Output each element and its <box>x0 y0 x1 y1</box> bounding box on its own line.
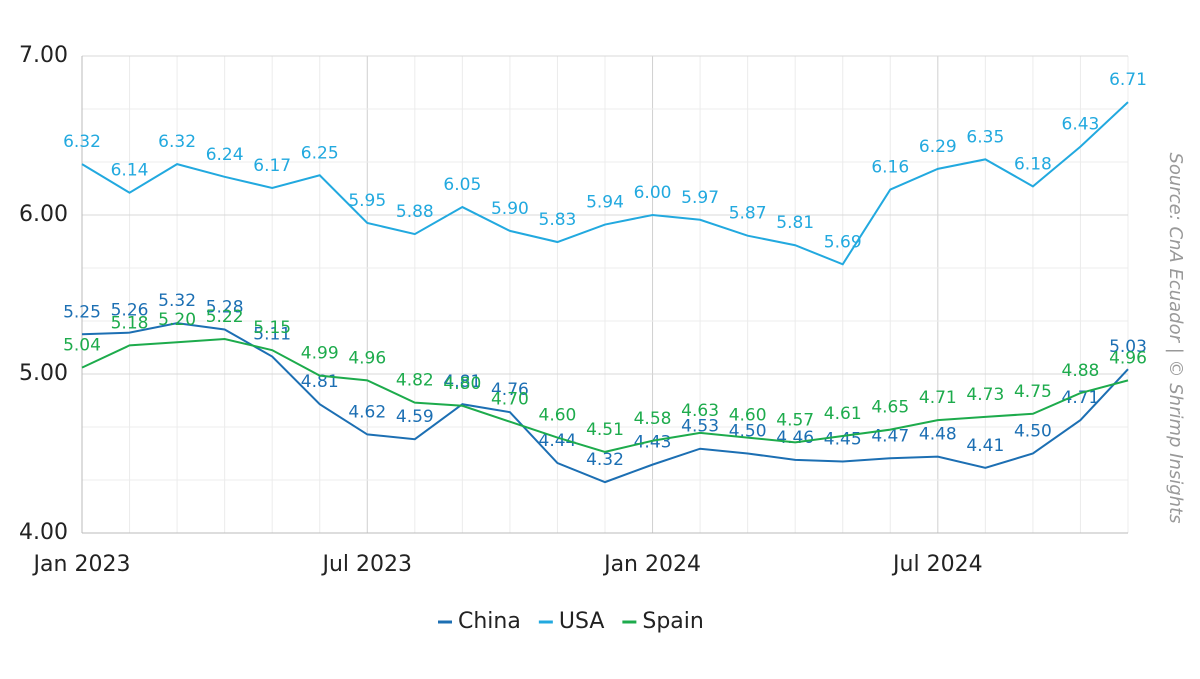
data-label: 6.29 <box>919 137 957 157</box>
data-label: 4.50 <box>1014 422 1052 442</box>
data-label: 5.26 <box>111 301 149 321</box>
x-tick-label: Jan 2023 <box>32 552 131 577</box>
data-label: 5.32 <box>158 291 196 311</box>
data-label: 5.18 <box>111 313 149 333</box>
data-label: 4.75 <box>1014 382 1052 402</box>
x-tick-label: Jul 2024 <box>891 552 983 577</box>
data-label: 6.35 <box>966 127 1004 147</box>
data-label: 6.00 <box>634 183 672 203</box>
data-label: 4.45 <box>824 429 862 449</box>
data-label: 4.81 <box>443 372 481 392</box>
legend-label: China <box>458 609 521 634</box>
data-label: 6.32 <box>63 132 101 152</box>
data-label: 5.90 <box>491 199 529 219</box>
data-label: 5.03 <box>1109 337 1147 357</box>
x-tick-label: Jul 2023 <box>321 552 413 577</box>
data-label: 4.60 <box>729 406 767 426</box>
x-tick-label: Jan 2024 <box>602 552 701 577</box>
data-label: 4.41 <box>966 436 1004 456</box>
data-label: 6.71 <box>1109 70 1147 90</box>
data-label: 4.43 <box>634 433 672 453</box>
source-note: Source: CnA Ecuador | © Shrimp Insights <box>1165 152 1186 523</box>
data-label: 6.17 <box>253 156 291 176</box>
data-label: 5.97 <box>681 188 719 208</box>
data-label: 6.18 <box>1014 154 1052 174</box>
data-label: 5.25 <box>63 302 101 322</box>
data-label: 5.22 <box>206 307 244 327</box>
data-label: 5.11 <box>253 325 291 345</box>
data-label: 5.20 <box>158 310 196 330</box>
data-label: 4.65 <box>871 398 909 418</box>
data-label: 4.88 <box>1062 361 1100 381</box>
data-label: 6.24 <box>206 145 244 165</box>
data-label: 5.94 <box>586 193 624 213</box>
data-label: 5.95 <box>348 191 386 211</box>
data-label: 4.71 <box>1062 388 1100 408</box>
data-label: 4.44 <box>539 431 577 451</box>
data-label: 4.61 <box>824 404 862 424</box>
data-label: 4.51 <box>586 420 624 440</box>
data-label: 4.96 <box>1109 348 1147 368</box>
data-label: 4.73 <box>966 385 1004 405</box>
data-label: 5.15 <box>253 318 291 338</box>
data-label: 4.71 <box>919 388 957 408</box>
data-label: 4.62 <box>348 402 386 422</box>
data-label: 4.58 <box>634 409 672 429</box>
data-label: 6.14 <box>111 161 149 181</box>
data-label: 4.57 <box>776 410 814 430</box>
data-label: 6.05 <box>443 175 481 195</box>
y-tick-label: 7.00 <box>19 43 68 68</box>
data-label: 6.25 <box>301 143 339 163</box>
data-label: 4.48 <box>919 425 957 445</box>
data-label: 4.70 <box>491 390 529 410</box>
y-tick-label: 4.00 <box>19 520 68 545</box>
legend-label: USA <box>559 609 605 634</box>
data-label: 5.69 <box>824 232 862 252</box>
data-label: 4.99 <box>301 344 339 364</box>
data-label: 4.82 <box>396 371 434 391</box>
grid <box>81 55 1129 534</box>
data-label: 5.04 <box>63 336 101 356</box>
data-label: 4.76 <box>491 380 529 400</box>
series-line <box>81 322 1129 484</box>
y-tick-label: 5.00 <box>19 361 68 386</box>
data-label: 5.87 <box>729 204 767 224</box>
data-label: 4.60 <box>539 406 577 426</box>
data-label: 6.43 <box>1062 115 1100 135</box>
legend-label: Spain <box>642 609 703 634</box>
legend: China USA Spain <box>438 609 704 634</box>
data-label: 6.32 <box>158 132 196 152</box>
data-label: 5.88 <box>396 202 434 222</box>
data-label: 4.80 <box>443 374 481 394</box>
y-tick-label: 6.00 <box>19 202 68 227</box>
series-line <box>81 338 1129 453</box>
data-label: 4.96 <box>348 348 386 368</box>
data-label: 5.28 <box>206 297 244 317</box>
series-line <box>81 101 1129 266</box>
data-label: 5.81 <box>776 213 814 233</box>
data-label: 5.83 <box>539 210 577 230</box>
data-label: 4.46 <box>776 428 814 448</box>
data-label: 4.32 <box>586 450 624 470</box>
data-label: 4.53 <box>681 417 719 437</box>
data-label: 6.16 <box>871 158 909 178</box>
data-label: 4.63 <box>681 401 719 421</box>
data-label: 4.59 <box>396 407 434 427</box>
